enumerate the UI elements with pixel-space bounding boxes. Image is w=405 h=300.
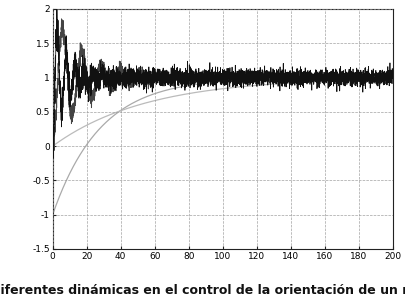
Text: Figura 2. Diferentes dinámicas en el control de la orientación de un robot móvil: Figura 2. Diferentes dinámicas en el con… xyxy=(0,284,405,297)
